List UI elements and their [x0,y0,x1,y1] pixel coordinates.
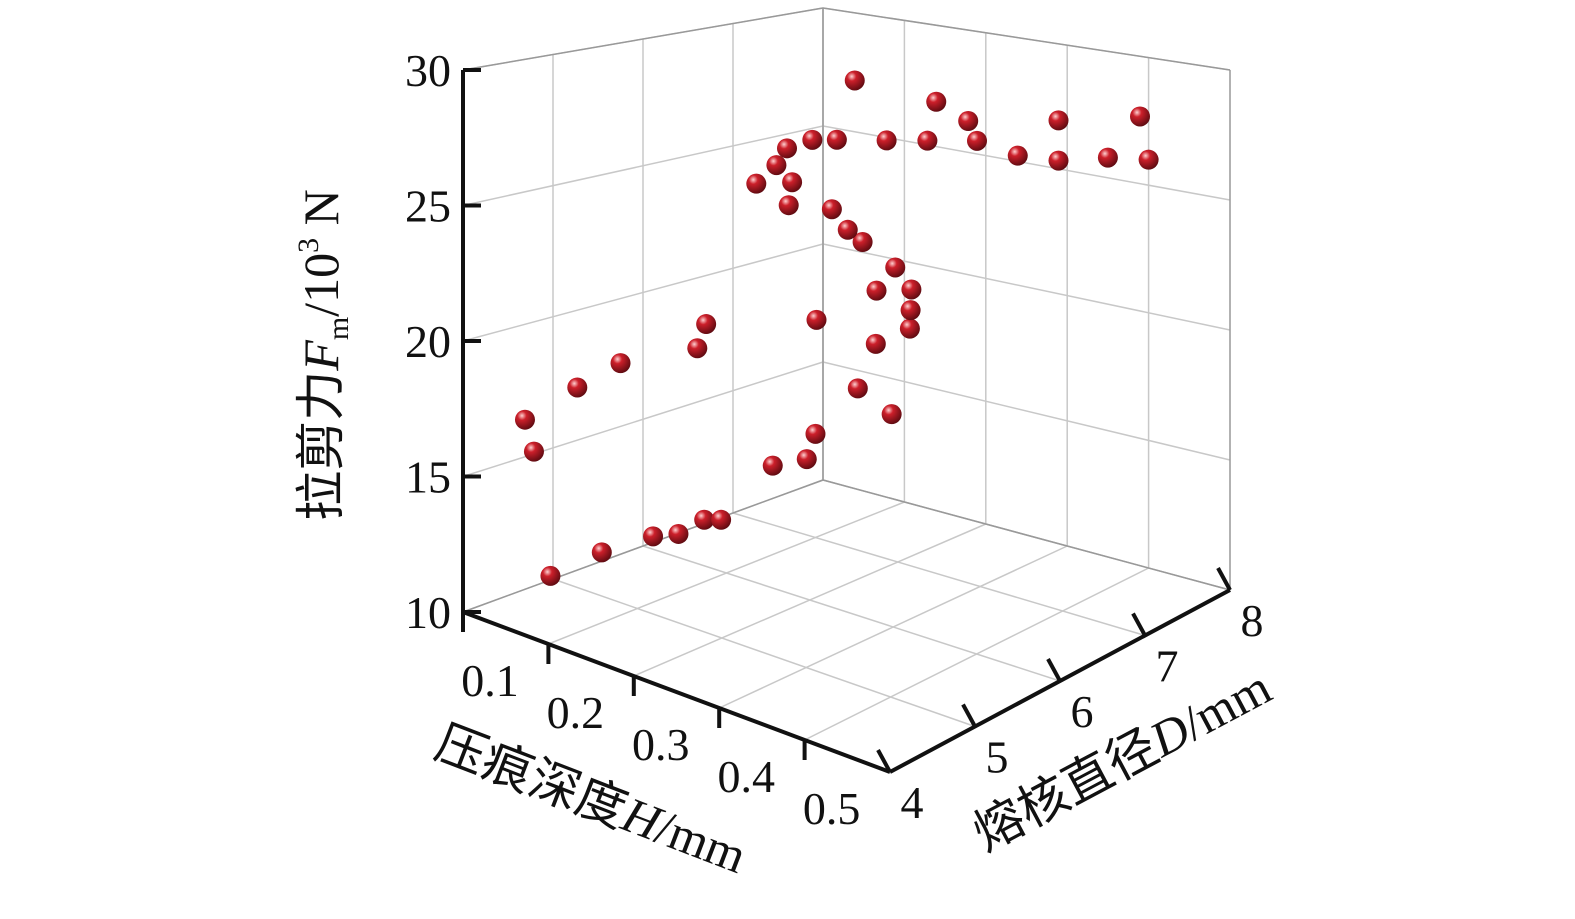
point [885,257,906,278]
point [901,279,922,300]
y-tick-label: 8 [1241,595,1264,646]
point [762,455,783,476]
z-tick-label: 30 [405,45,451,96]
point [796,449,817,470]
point [1048,110,1069,131]
point [866,280,887,301]
y-tick [1131,612,1147,637]
point [917,130,938,151]
z-tick-label: 25 [405,181,451,232]
y-tick-label: 5 [986,732,1009,783]
point [847,378,868,399]
point [837,219,858,240]
z-tick-label: 15 [405,452,451,503]
point [711,509,732,530]
x-axis-title: 压痕深度H/mm [428,714,754,884]
x-tick-label: 0.5 [803,783,861,834]
point [687,338,708,359]
point [591,542,612,563]
point [876,130,897,151]
y-tick [961,703,977,728]
point [802,129,823,150]
x-tick-label: 0.4 [717,751,775,802]
point [958,110,979,131]
box-edge [822,7,1231,71]
point [865,333,886,354]
point [881,404,902,425]
point [1048,150,1069,171]
x-tick-label: 0.2 [547,687,605,738]
x-tick-label: 0.3 [632,719,690,770]
y-tick-label: 4 [901,777,924,828]
point [806,309,827,330]
point [1138,149,1159,170]
z-axis-title: 拉剪力Fm/103 N [292,189,355,520]
grid-line [822,243,1231,331]
point [967,130,987,151]
x-tick-label: 0.1 [461,655,519,706]
y-axis-title: 熔核直径D/mm [964,658,1280,861]
point [643,526,664,547]
point [782,172,803,193]
point [1130,106,1150,127]
x-axis [462,610,891,774]
point [1097,147,1118,168]
point [1007,145,1028,166]
point [514,409,535,430]
point [852,231,873,252]
box-edge [462,7,824,71]
z-tick-label: 20 [405,316,451,367]
grid-line [552,578,976,728]
box-edge [822,479,1231,591]
z-tick-label: 10 [405,587,451,638]
point [523,441,544,462]
point [668,523,689,544]
y-tick-label: 7 [1156,641,1179,692]
point [746,173,767,194]
point [567,377,588,398]
point [778,195,799,216]
point [805,423,826,444]
point [900,300,921,321]
point [696,314,717,335]
y-tick-label: 6 [1071,686,1094,737]
axis-layer: 10 15 20 25 30 0.1 0.2 0.3 0.4 0.5 4 5 6 7 8 [405,7,1264,834]
grid-line [642,545,1061,682]
box-edge [462,479,824,613]
point [826,129,847,150]
point [899,318,920,339]
y-tick [1046,658,1062,682]
points-layer [514,70,1159,586]
point [821,199,842,220]
point [844,70,865,91]
point [926,91,947,112]
grid-line [732,512,1146,637]
point [610,353,631,374]
y-tick [1216,567,1232,591]
point [694,509,715,530]
y-tick [876,749,892,773]
point [540,565,561,586]
point [766,155,787,176]
grid-line [822,361,1231,461]
point [777,138,797,159]
